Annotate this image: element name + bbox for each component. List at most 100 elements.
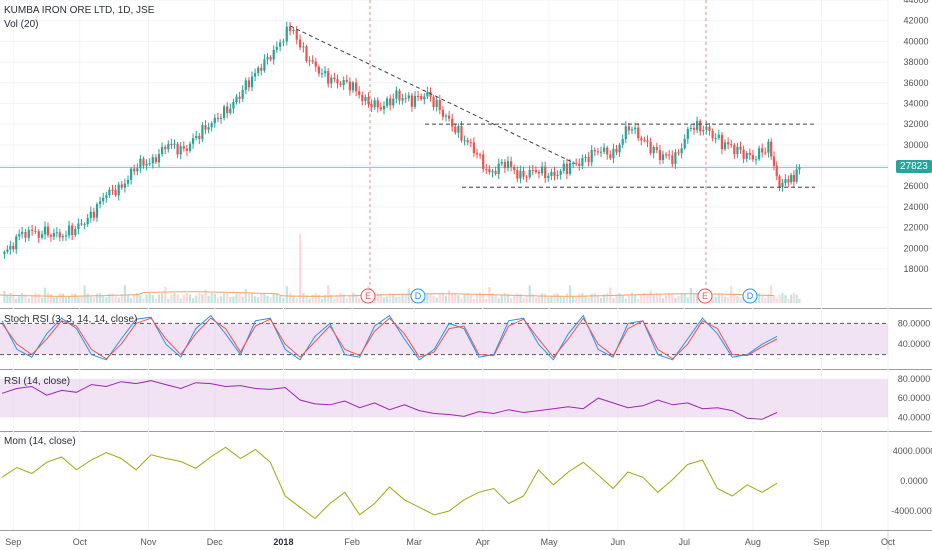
- candle-body: [547, 175, 550, 179]
- candle-body: [485, 169, 488, 171]
- x-tick-label: Dec: [207, 537, 224, 547]
- candle-body: [441, 109, 445, 117]
- volume-bar: [615, 294, 618, 303]
- candle-body: [269, 57, 272, 60]
- candle-body: [565, 163, 569, 175]
- volume-bar: [680, 293, 683, 303]
- volume-bar: [232, 296, 235, 303]
- candle-body: [736, 146, 739, 155]
- candle-body: [466, 140, 469, 143]
- candle-body: [534, 169, 538, 172]
- volume-bar: [34, 293, 37, 303]
- volume-bar: [395, 296, 398, 303]
- candle-body: [74, 229, 77, 236]
- volume-bar: [339, 293, 342, 303]
- candle-body: [49, 235, 53, 237]
- candle-body: [241, 89, 244, 99]
- candle-body: [129, 168, 133, 180]
- volume-bar: [733, 293, 736, 303]
- volume-bar: [117, 297, 120, 303]
- volume-bar: [354, 294, 358, 303]
- candle-body: [460, 126, 463, 141]
- candle-body: [120, 184, 123, 188]
- rsi-title[interactable]: RSI (14, close): [4, 376, 71, 387]
- candle-body: [500, 162, 503, 164]
- candle-body: [376, 100, 379, 108]
- candle-body: [531, 169, 534, 171]
- volume-bar: [345, 298, 348, 303]
- volume-bar: [758, 293, 761, 303]
- candle-body: [699, 120, 702, 132]
- volume-bar: [52, 297, 55, 303]
- candle-body: [652, 146, 655, 154]
- volume-bar: [179, 298, 182, 303]
- volume-bar: [6, 294, 9, 303]
- candle-body: [133, 168, 136, 172]
- y-tick-label: 40.0000: [898, 339, 931, 349]
- y-tick-label: 30000: [903, 140, 928, 150]
- candle-body: [649, 141, 652, 154]
- candle-body: [43, 226, 47, 235]
- y-tick-label: 34000: [903, 98, 928, 108]
- volume-bar: [661, 298, 665, 303]
- candle-body: [27, 229, 30, 238]
- candle-body: [720, 134, 724, 150]
- volume-bar: [392, 293, 395, 303]
- volume-bar: [333, 298, 336, 303]
- volume-bar: [472, 298, 476, 303]
- candle-body: [624, 126, 627, 140]
- candle-body: [778, 176, 781, 188]
- volume-bar: [74, 293, 77, 303]
- candle-body: [683, 138, 686, 149]
- candle-body: [751, 155, 755, 160]
- candle-body: [674, 152, 677, 164]
- candle-body: [285, 26, 288, 42]
- volume-bar: [269, 297, 272, 303]
- volume-bar: [257, 297, 260, 303]
- candle-body: [457, 126, 460, 133]
- dividend-marker: [742, 288, 758, 304]
- candle-body: [451, 118, 454, 127]
- volume-bar: [229, 297, 232, 303]
- candle-body: [314, 61, 317, 67]
- volume-bar: [142, 298, 145, 303]
- volume-bar: [581, 293, 584, 303]
- trendline-down: [289, 25, 576, 164]
- volume-bar: [198, 293, 201, 303]
- mom-title[interactable]: Mom (14, close): [4, 436, 76, 447]
- symbol-title[interactable]: KUMBA IRON ORE LTD, 1D, JSE: [4, 5, 155, 16]
- stoch-d-line: [1, 317, 778, 360]
- candle-body: [522, 170, 525, 177]
- volume-bar: [516, 293, 519, 303]
- candle-body: [668, 154, 671, 156]
- candle-body: [232, 102, 235, 109]
- candle-body: [167, 143, 170, 150]
- candle-body: [491, 171, 494, 173]
- volume-bar: [553, 293, 556, 303]
- volume-bar: [176, 294, 179, 303]
- candle-body: [627, 126, 631, 131]
- candle-body: [395, 90, 398, 99]
- candle-body: [80, 223, 83, 225]
- candle-body: [71, 225, 74, 236]
- candle-body: [772, 156, 776, 166]
- volume-bar: [185, 293, 189, 303]
- volume-bar: [469, 294, 472, 303]
- stoch-rsi-title[interactable]: Stoch RSI (3, 3, 14, 14, close): [4, 314, 138, 325]
- volume-bar: [606, 293, 609, 303]
- volume-label[interactable]: Vol (20): [4, 19, 39, 30]
- volume-bar: [506, 294, 510, 303]
- volume-bar: [173, 293, 176, 303]
- volume-bar: [164, 286, 167, 303]
- candle-body: [323, 71, 327, 74]
- candle-body: [244, 80, 247, 90]
- volume-bar: [64, 297, 68, 303]
- candle-body: [559, 170, 562, 175]
- volume-bar: [201, 293, 204, 303]
- candle-body: [519, 170, 522, 179]
- volume-bar: [790, 294, 793, 303]
- candle-body: [210, 123, 213, 128]
- candle-body: [754, 159, 758, 161]
- candle-body: [730, 144, 733, 146]
